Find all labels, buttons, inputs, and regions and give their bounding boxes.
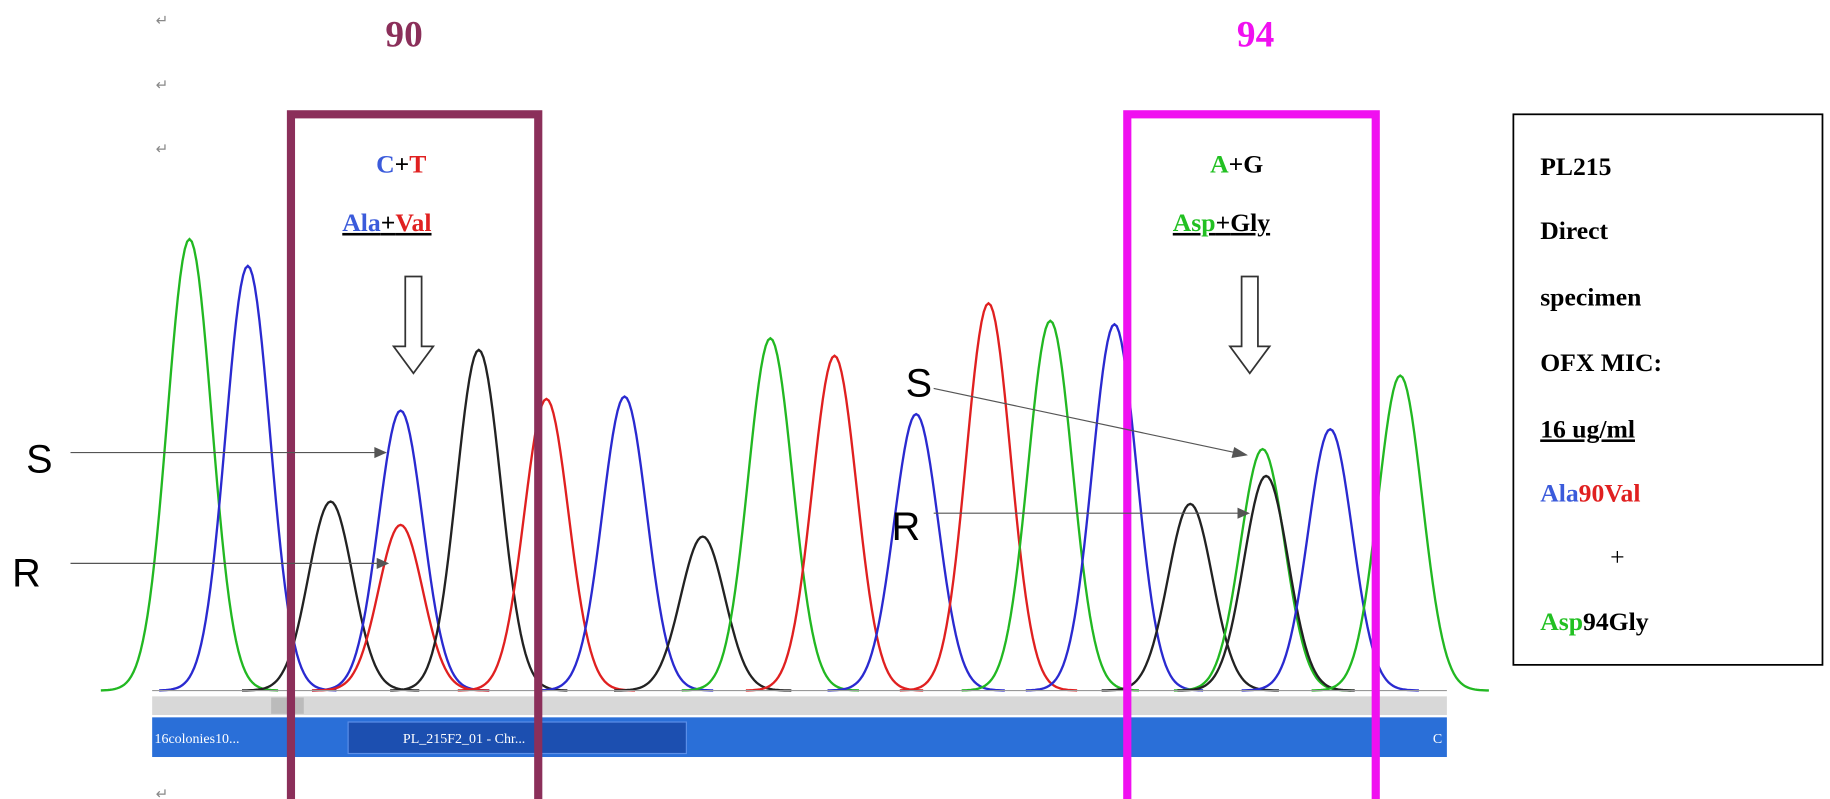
amino-acids: Asp+Gly — [1173, 208, 1271, 237]
site-number: 90 — [385, 15, 422, 56]
trace-peak — [1177, 476, 1354, 691]
mutation: Asp94Gly — [1540, 607, 1649, 636]
trace-peak — [312, 525, 489, 691]
taskbar-item: 16colonies10... — [154, 732, 239, 747]
info-plus: + — [1610, 543, 1624, 572]
peak-label: R — [892, 505, 921, 549]
taskbar-item: PL_215F2_01 - Chr... — [403, 732, 525, 747]
info-line: 16 ug/ml — [1540, 414, 1635, 443]
paragraph-mark: ↵ — [156, 12, 169, 30]
trace-peak — [614, 537, 791, 691]
trace-peak — [1242, 429, 1419, 690]
amino-acids: Ala+Val — [342, 208, 431, 237]
paragraph-mark: ↵ — [156, 785, 169, 799]
info-line: OFX MIC: — [1540, 348, 1662, 377]
info-box — [1513, 114, 1822, 665]
peak-label: R — [12, 552, 41, 596]
taskbar-item: C — [1433, 732, 1442, 747]
trace-peak — [962, 321, 1139, 691]
scroll-strip — [152, 696, 1447, 715]
trace-peak — [159, 266, 336, 690]
trace-peak — [101, 239, 278, 690]
trace-peak — [1174, 449, 1351, 690]
paragraph-mark: ↵ — [156, 76, 169, 94]
trace-peak — [1026, 324, 1203, 690]
figure: 16colonies10... PL_215F2_01 - Chr... C ↵… — [0, 0, 1830, 799]
info-line: PL215 — [1540, 152, 1611, 181]
info-line: specimen — [1540, 283, 1641, 312]
bases: A+G — [1210, 150, 1263, 179]
bases: C+T — [376, 150, 426, 179]
site-number: 94 — [1237, 15, 1274, 56]
trace-peak — [242, 502, 419, 691]
down-arrow — [1230, 276, 1270, 373]
trace-peak — [1312, 376, 1489, 691]
info-line: Direct — [1540, 216, 1608, 245]
peak-label: S — [26, 437, 52, 481]
paragraph-mark: ↵ — [156, 140, 169, 158]
trace-peak — [458, 399, 635, 690]
trace-peak — [682, 338, 859, 690]
chromatogram — [101, 239, 1489, 690]
peak-label: S — [906, 362, 932, 406]
trace-peak — [536, 397, 713, 691]
taskbar — [152, 717, 1447, 757]
mutation: Ala90Val — [1540, 479, 1640, 508]
down-arrow — [394, 276, 434, 373]
pointer-arrows — [71, 388, 1249, 568]
page: { "paragraph_mark": "↵", "site_90": {"nu… — [0, 0, 1830, 799]
